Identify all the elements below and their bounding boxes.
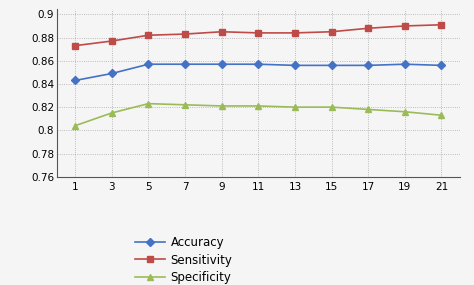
Specificity	[109, 111, 115, 115]
Accuracy	[182, 62, 188, 66]
Specificity	[438, 113, 444, 117]
Accuracy	[219, 62, 225, 66]
Accuracy	[438, 64, 444, 67]
Specificity	[255, 104, 261, 108]
Accuracy	[402, 62, 408, 66]
Accuracy	[73, 79, 78, 82]
Sensitivity	[365, 27, 371, 30]
Accuracy	[255, 62, 261, 66]
Line: Specificity: Specificity	[72, 101, 445, 129]
Sensitivity	[438, 23, 444, 27]
Accuracy	[146, 62, 151, 66]
Specificity	[219, 104, 225, 108]
Sensitivity	[109, 39, 115, 43]
Accuracy	[292, 64, 298, 67]
Sensitivity	[73, 44, 78, 47]
Sensitivity	[402, 24, 408, 28]
Specificity	[402, 110, 408, 113]
Sensitivity	[292, 31, 298, 34]
Specificity	[146, 102, 151, 105]
Accuracy	[329, 64, 335, 67]
Sensitivity	[146, 34, 151, 37]
Sensitivity	[219, 30, 225, 33]
Accuracy	[109, 72, 115, 75]
Specificity	[182, 103, 188, 107]
Accuracy	[365, 64, 371, 67]
Legend: Accuracy, Sensitivity, Specificity: Accuracy, Sensitivity, Specificity	[135, 237, 233, 284]
Specificity	[365, 108, 371, 111]
Sensitivity	[182, 32, 188, 36]
Line: Sensitivity: Sensitivity	[72, 22, 445, 49]
Specificity	[292, 105, 298, 109]
Sensitivity	[255, 31, 261, 34]
Sensitivity	[329, 30, 335, 33]
Line: Accuracy: Accuracy	[72, 61, 445, 84]
Specificity	[329, 105, 335, 109]
Specificity	[73, 124, 78, 127]
